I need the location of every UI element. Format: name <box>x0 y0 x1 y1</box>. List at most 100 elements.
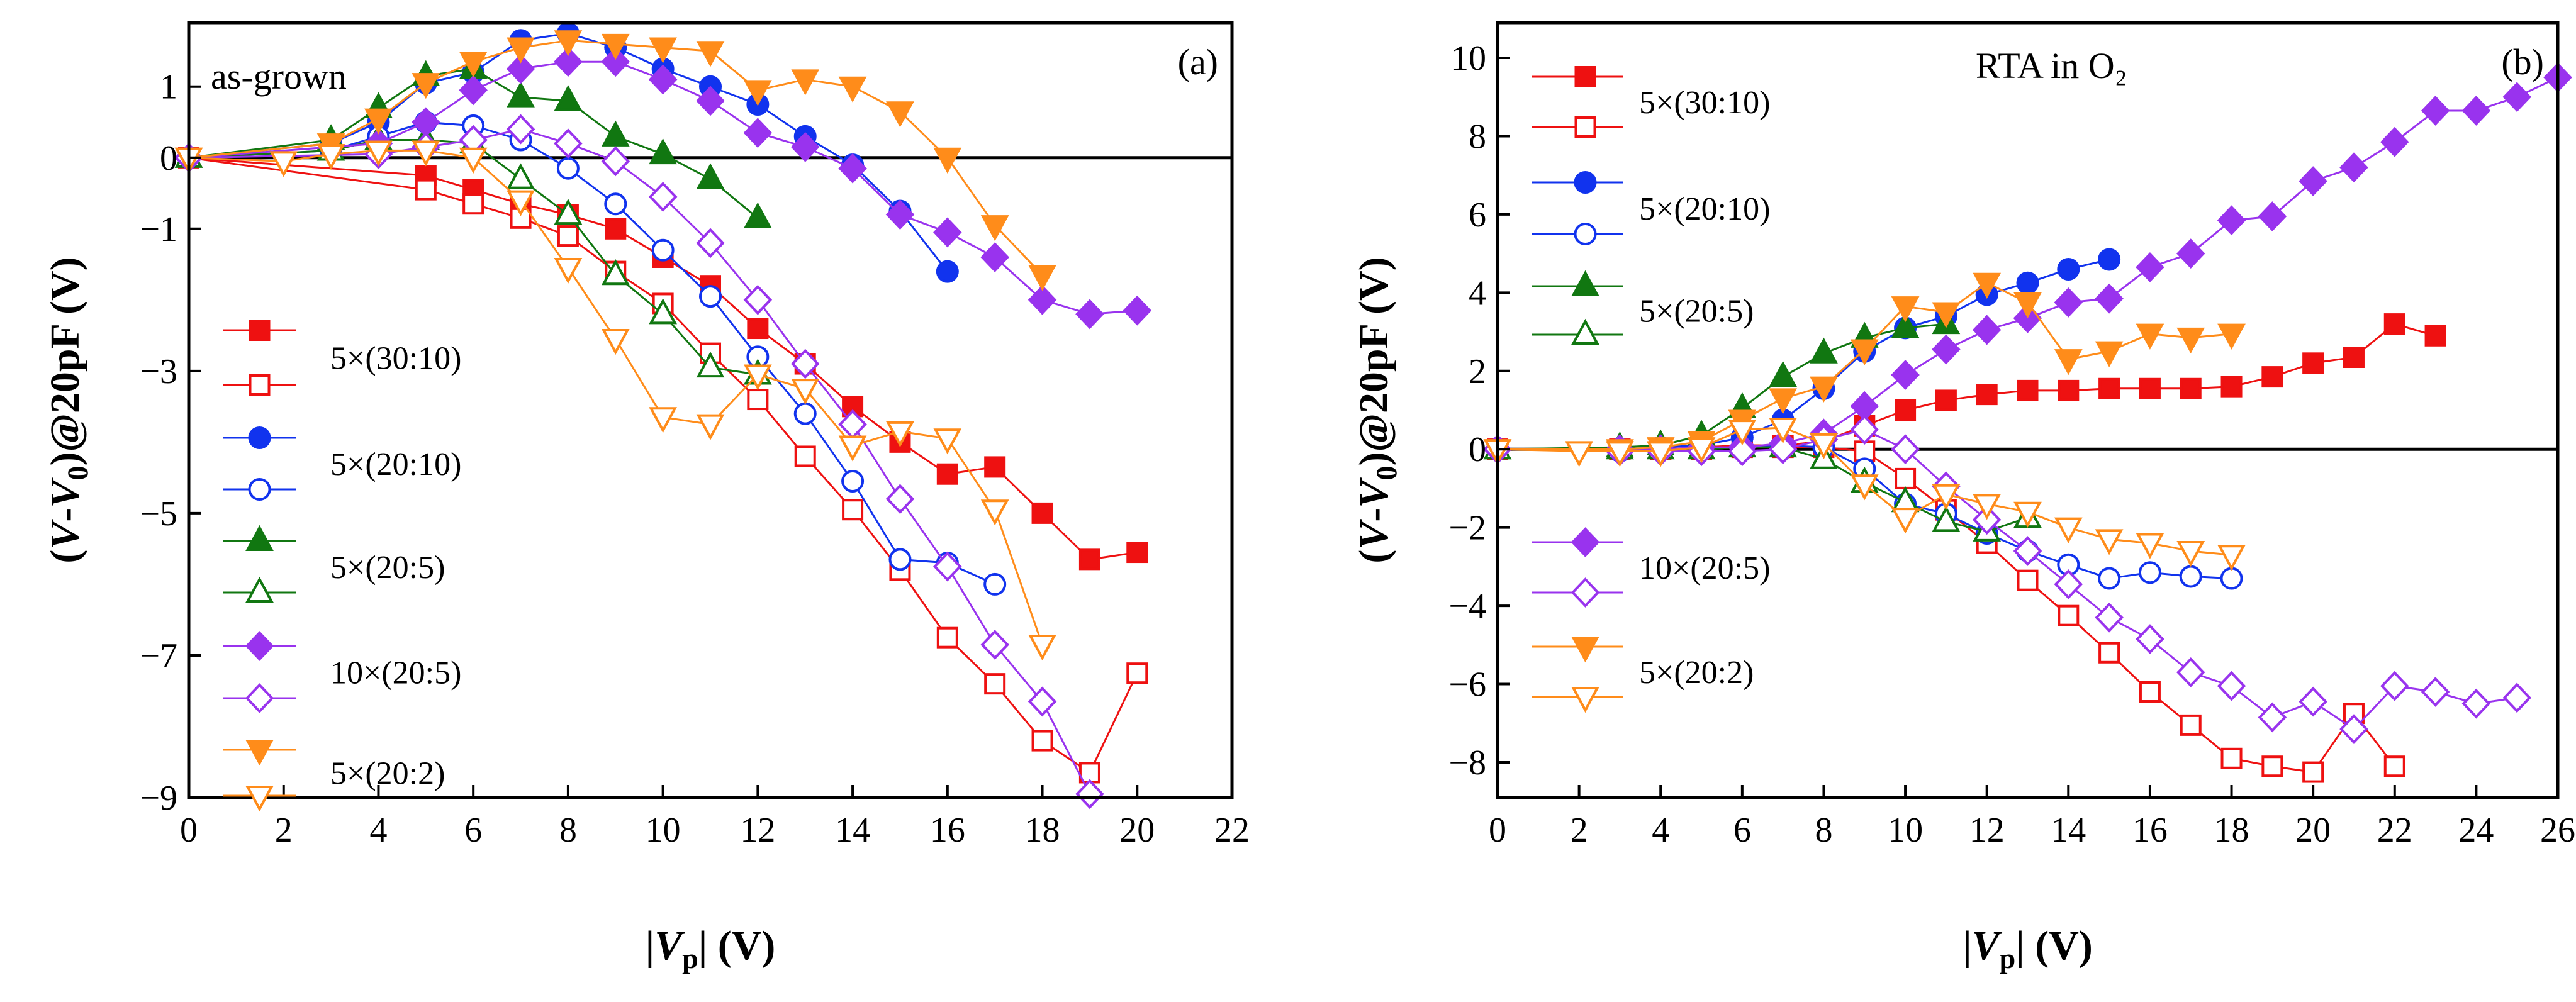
data-point <box>2054 349 2083 376</box>
data-point <box>2421 677 2450 707</box>
data-point <box>1973 494 2002 520</box>
data-point <box>554 257 583 284</box>
legend-marker <box>245 525 274 551</box>
data-point <box>649 138 677 165</box>
data-point <box>2138 561 2161 584</box>
legend-label: 5×(20:10) <box>1639 191 1770 227</box>
data-point <box>1891 296 1920 323</box>
data-point <box>554 47 583 77</box>
data-point <box>2302 761 2324 783</box>
legend-label: 5×(20:5) <box>330 550 445 586</box>
x-tick-label: 12 <box>1969 811 2005 850</box>
data-point <box>1075 299 1104 330</box>
series-line <box>1498 323 2436 450</box>
series-0 <box>1487 313 2446 460</box>
data-point <box>364 140 393 167</box>
legend-marker <box>1574 223 1597 245</box>
annotation: RTA in O₂ <box>1976 45 2127 86</box>
legend-marker <box>1571 637 1599 663</box>
data-point <box>2421 96 2450 126</box>
data-point <box>2136 323 2164 350</box>
x-tick-label: 0 <box>180 811 198 850</box>
data-point <box>838 435 867 462</box>
data-point <box>2013 501 2042 528</box>
data-point <box>793 402 817 425</box>
data-point <box>2098 248 2121 271</box>
legend-marker <box>1571 577 1600 608</box>
data-point <box>1891 312 1920 338</box>
data-point <box>696 86 725 116</box>
data-point <box>649 407 677 433</box>
legend-marker <box>1571 687 1599 713</box>
series-1 <box>178 147 1148 784</box>
data-point <box>1768 434 1798 465</box>
data-point <box>601 146 630 177</box>
data-point <box>2136 252 2164 282</box>
data-point <box>2339 714 2368 745</box>
x-tick-label: 10 <box>1888 811 1923 850</box>
data-point <box>936 626 958 649</box>
x-tick-label: 14 <box>2051 811 2086 850</box>
data-point <box>1078 548 1100 571</box>
data-point <box>554 128 583 159</box>
data-point <box>791 69 820 96</box>
data-point <box>980 630 1009 660</box>
data-point <box>790 348 820 379</box>
x-tick-label: 20 <box>2295 811 2331 850</box>
legend-label: 10×(20:5) <box>330 655 461 691</box>
series-6 <box>174 47 1152 330</box>
x-tick-label: 2 <box>275 811 293 850</box>
x-tick-label: 8 <box>1815 811 1832 850</box>
data-point <box>604 192 627 216</box>
y-axis-label: (V-V0)@20pF (V) <box>42 257 94 563</box>
data-point <box>1769 418 1798 444</box>
x-axis-label: |Vp| (V) <box>1963 923 2093 974</box>
data-point <box>885 484 915 515</box>
data-point <box>1810 433 1838 460</box>
data-point <box>2220 747 2243 769</box>
y-tick-label: 4 <box>1469 274 1486 313</box>
data-point <box>507 81 535 108</box>
x-tick-label: 2 <box>1571 811 1588 850</box>
data-point <box>649 37 677 64</box>
x-axis-label: |Vp| (V) <box>646 923 776 974</box>
data-point <box>2176 238 2205 269</box>
data-point <box>933 147 962 174</box>
x-tick-label: 18 <box>2214 811 2249 850</box>
data-point <box>412 107 440 138</box>
data-point <box>1565 441 1593 467</box>
legend-marker <box>249 374 271 396</box>
data-point <box>1031 502 1053 524</box>
data-point <box>2176 327 2205 354</box>
data-point <box>696 414 725 440</box>
data-point <box>554 30 583 57</box>
y-tick-label: −5 <box>140 494 177 533</box>
data-point <box>2302 352 2324 374</box>
data-point <box>2136 624 2164 654</box>
series-6 <box>1483 62 2572 465</box>
data-point <box>1932 334 1961 365</box>
legend-label: 5×(30:10) <box>330 341 461 377</box>
data-point <box>2461 96 2491 126</box>
data-point <box>2502 82 2531 113</box>
data-point <box>1123 295 1152 326</box>
data-point <box>984 673 1006 695</box>
x-tick-label: 26 <box>2540 811 2575 850</box>
data-point <box>2180 377 2202 399</box>
data-point <box>2095 283 2124 314</box>
data-point <box>2383 313 2405 335</box>
legend-marker <box>1574 66 1596 87</box>
data-point <box>1028 265 1056 291</box>
y-tick-label: −2 <box>1448 509 1486 548</box>
series-3 <box>177 111 1007 596</box>
data-point <box>412 73 440 99</box>
data-point <box>2136 533 2164 559</box>
y-tick-label: 8 <box>1469 117 1486 156</box>
series-3 <box>1486 434 2243 590</box>
data-point <box>2461 688 2491 719</box>
legend-marker <box>248 478 271 501</box>
x-tick-label: 16 <box>930 811 965 850</box>
data-point <box>506 53 535 84</box>
